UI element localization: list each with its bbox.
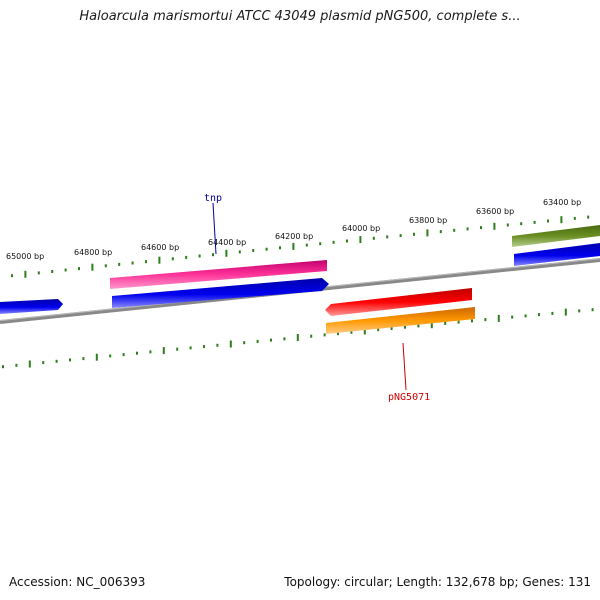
tick-marks-forward (11, 215, 590, 278)
tick-label: 64000 bp (342, 224, 380, 233)
gene-feature-png5071[interactable] (326, 307, 475, 334)
tick-label: 63600 bp (476, 207, 514, 216)
gene-feature-tnp[interactable] (112, 278, 329, 308)
map-title: Haloarcula marismortui ATCC 43049 plasmi… (79, 9, 521, 24)
tick-marks-reverse (2, 308, 594, 369)
map-summary-text: Topology: circular; Length: 132,678 bp; … (284, 575, 591, 589)
gene-feature-olive[interactable] (512, 225, 600, 247)
gene-feature-red[interactable] (325, 288, 472, 316)
tick-label: 64200 bp (275, 232, 313, 241)
tick-label: 63400 bp (543, 198, 581, 207)
gene-feature-blue-right[interactable] (514, 243, 600, 266)
gene-feature-blue-left[interactable] (0, 299, 63, 314)
tnp-label-leader (212, 202, 217, 255)
tick-labels: 65000 bp 64800 bp 64600 bp 64400 bp 6420… (6, 198, 581, 261)
tick-label: 65000 bp (6, 252, 44, 261)
gene-label-png5071: pNG5071 (388, 392, 430, 403)
png5071-label-leader (402, 342, 407, 391)
tick-label: 64800 bp (74, 248, 112, 257)
tick-label: 63800 bp (409, 216, 447, 225)
gene-label-tnp: tnp (204, 193, 222, 204)
tick-label: 64400 bp (208, 238, 246, 247)
tick-label: 64600 bp (141, 243, 179, 252)
accession-text: Accession: NC_006393 (9, 575, 146, 589)
gene-feature-pink[interactable] (110, 260, 327, 289)
